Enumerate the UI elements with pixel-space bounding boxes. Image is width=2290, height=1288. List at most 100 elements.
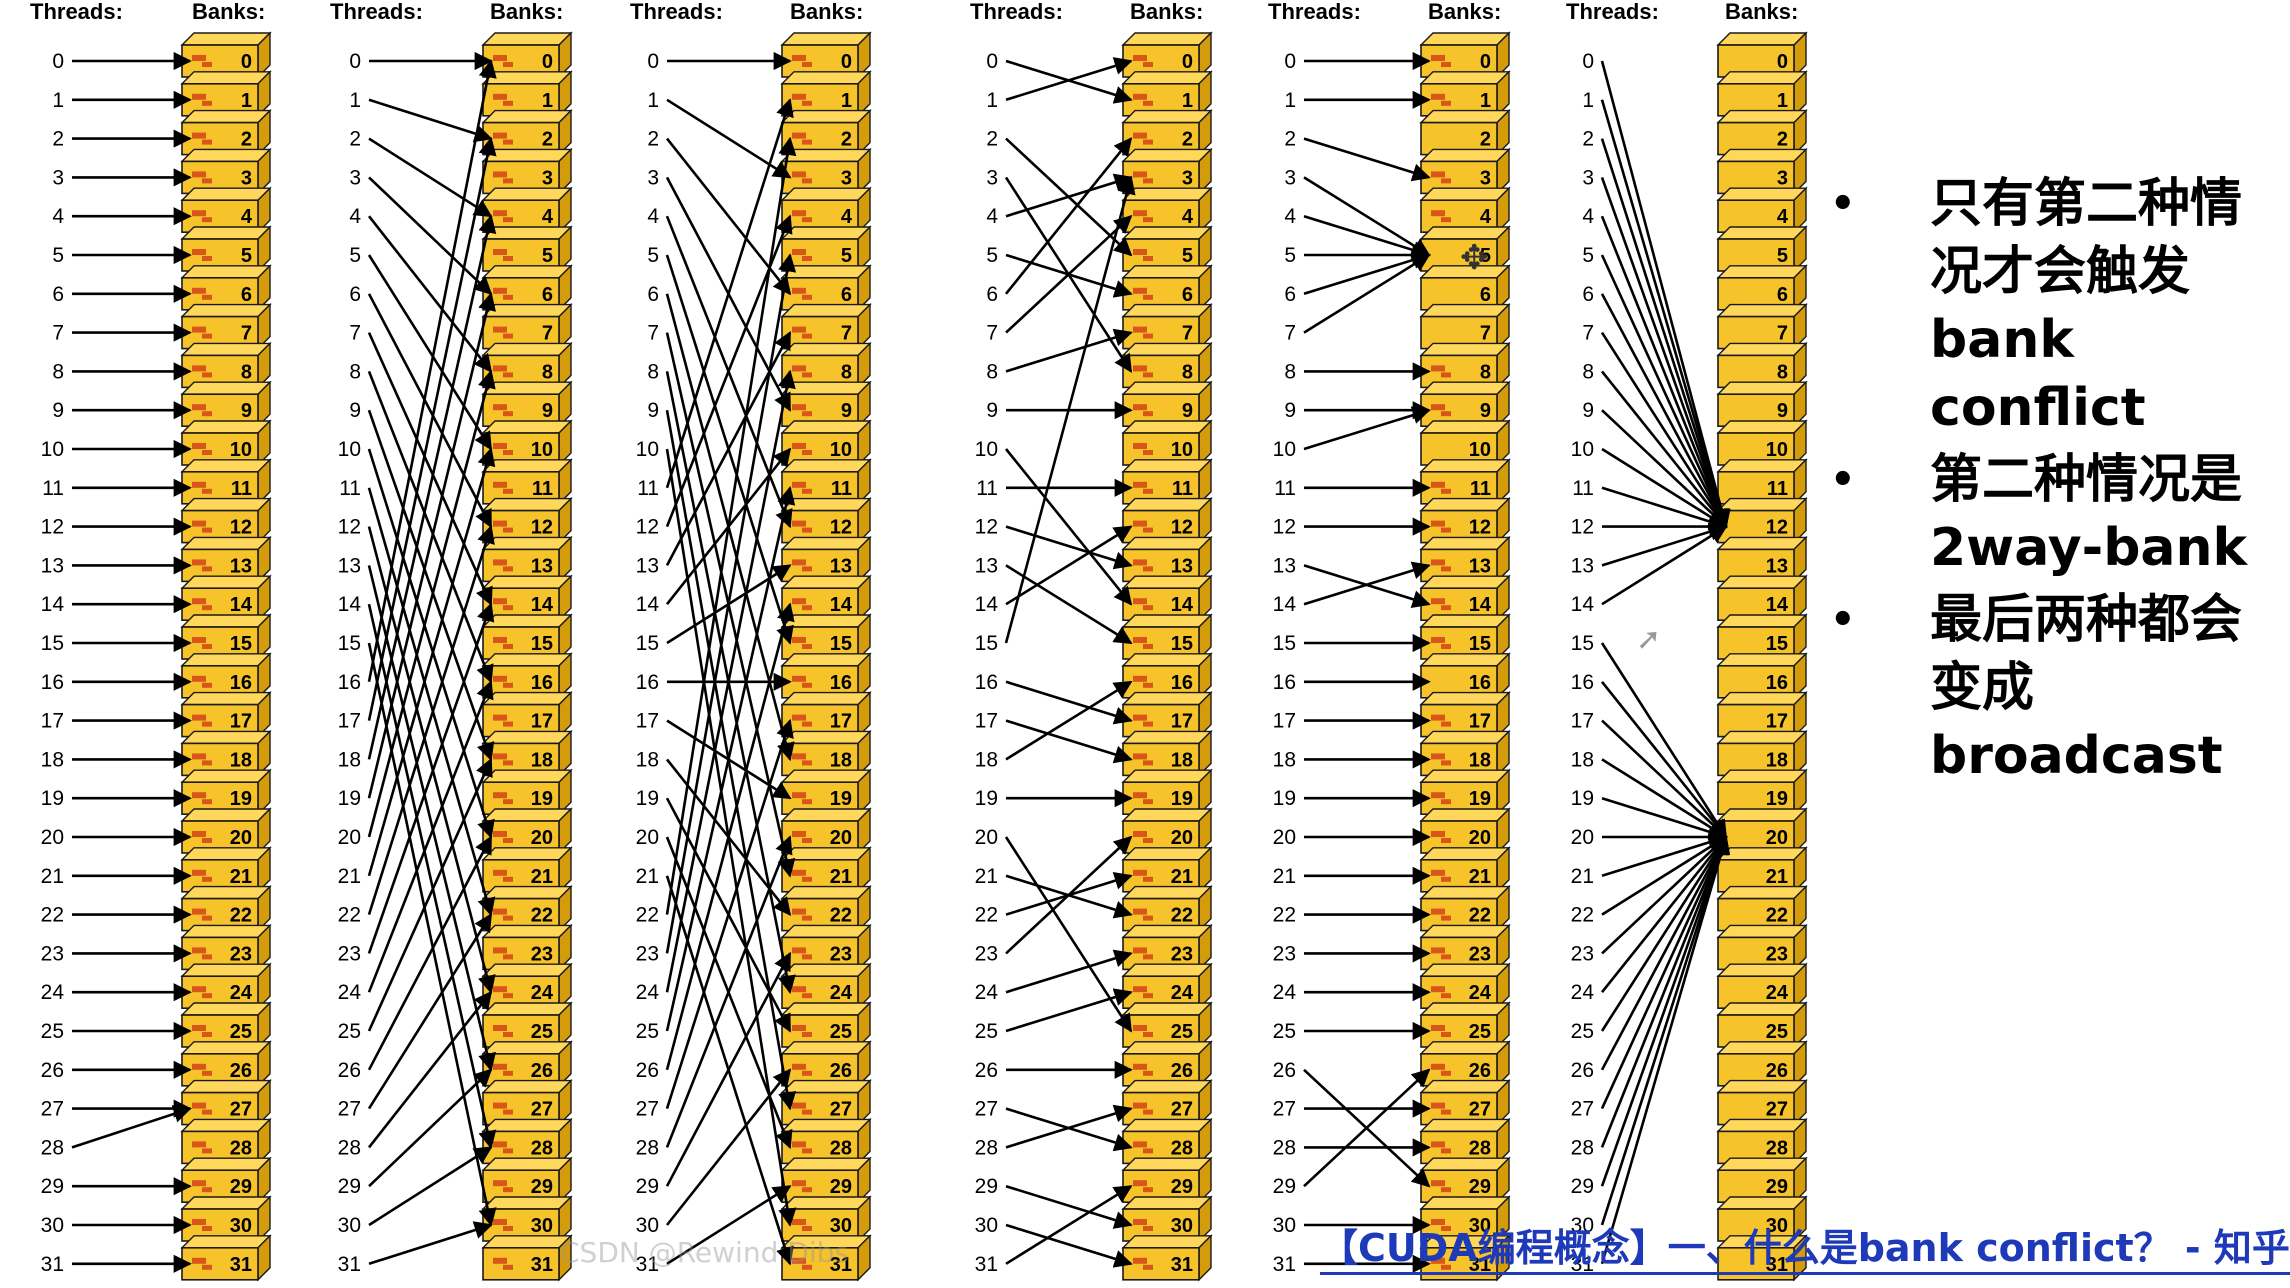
bank-column: 0123456789101112131415161718192021222324… [780,31,872,1282]
bank-cell: 12 [481,496,573,545]
bank-cell: 29 [1121,1156,1213,1204]
thread-number: 10 [975,438,998,461]
thread-number: 2 [1284,128,1296,151]
bank-number: 28 [830,1137,852,1159]
access-arrow [1600,835,1730,1187]
bank-number: 5 [841,245,852,267]
thread-number: 7 [1284,322,1296,345]
bank-number: 2 [241,129,252,151]
bank-cell: 28 [780,1117,872,1166]
thread-number: 4 [349,205,361,228]
access-arrow [367,603,497,1150]
thread-number: 31 [1571,1253,1594,1276]
bank-column: 0123456789101112131415161718192021222324… [180,31,272,1282]
bank-number: 5 [1480,245,1491,267]
bank-cell: 15 [1419,613,1511,661]
bank-cell: 22 [481,884,573,933]
bank-number: 22 [230,905,252,927]
thread-bank-links [367,51,497,1266]
bank-number: 16 [531,672,553,694]
thread-number: 18 [1273,748,1296,771]
bank-number: 31 [1766,1254,1788,1276]
access-arrow [1600,138,1730,529]
banks-header: Banks: [490,0,563,24]
access-arrow [1600,835,1730,1226]
bank-cell: 19 [1419,768,1511,816]
thread-number: 23 [338,942,361,965]
bank-number: 30 [230,1215,252,1237]
thread-number: 13 [41,554,64,577]
thread-number: 30 [41,1214,64,1237]
thread-number: 6 [349,283,361,306]
bank-number: 16 [830,672,852,694]
bank-number: 0 [241,51,252,73]
thread-number: 30 [1571,1214,1594,1237]
thread-number: 28 [975,1136,998,1159]
threads-header: Threads: [1268,0,1361,24]
thread-number: 3 [647,166,659,189]
bank-number: 10 [1469,439,1491,461]
access-arrow [1601,796,1728,841]
bank-number: 29 [230,1176,252,1198]
banks-header: Banks: [1428,0,1501,24]
bank-cell: 14 [1716,574,1808,622]
access-arrow [1601,835,1728,955]
access-arrow [1005,1184,1133,1229]
bank-number: 16 [1766,672,1788,694]
bank-cell: 3 [780,147,872,196]
bank-number: 31 [1469,1254,1491,1276]
thread-number: 31 [41,1253,64,1276]
thread-number: 16 [636,671,659,694]
thread-number: 5 [647,244,659,267]
bank-number: 9 [542,400,553,422]
bank-number: 22 [1766,905,1788,927]
bank-number: 6 [841,284,852,306]
bank-number: 14 [531,594,554,616]
bank-cell: 0 [481,31,573,79]
bank-number: 25 [1766,1021,1788,1043]
thread-number: 30 [636,1214,659,1237]
bank-number: 22 [1171,905,1193,927]
bank-cell: 3 [1419,147,1511,196]
bank-number: 5 [1182,245,1193,267]
bank-number: 20 [1766,827,1788,849]
access-arrow [1601,719,1728,839]
bank-cell: 21 [780,846,872,894]
thread-number: 17 [41,710,64,733]
thread-number: 6 [986,283,998,306]
bank-cell: 1 [1419,70,1511,118]
thread-number: 26 [338,1059,361,1082]
bank-cell: 31 [180,1234,272,1282]
bank-number: 12 [1171,517,1193,539]
bank-cell: 16 [1716,652,1808,700]
bank-cell: 11 [780,458,872,506]
access-arrow [1005,719,1133,764]
access-arrow [1601,525,1728,606]
thread-number: 0 [52,50,64,73]
bank-cell: 25 [1419,1001,1511,1049]
access-arrow [1303,253,1431,334]
bank-number: 16 [1171,672,1193,694]
bank-cell: 15 [780,613,872,661]
bank-cell: 12 [180,496,272,545]
bank-number: 16 [230,672,252,694]
access-arrow [367,448,495,839]
thread-number: 26 [41,1059,64,1082]
thread-number: 27 [41,1098,64,1121]
footer-link[interactable]: 【CUDA编程概念】一、什么是bank conflict？ - 知乎 [1320,1224,2290,1275]
thread-number: 2 [349,128,361,151]
bank-number: 1 [841,90,852,112]
access-arrow [367,524,495,915]
access-arrow [367,487,496,917]
bank-cell: 10 [481,419,573,467]
bank-number: 1 [1777,90,1788,112]
access-arrow [1005,525,1133,606]
access-arrow [1005,564,1133,645]
access-arrow [1600,680,1728,839]
thread-number: 23 [41,942,64,965]
bank-cell: 24 [1716,962,1808,1010]
thread-number: 16 [338,671,361,694]
bank-number: 12 [1766,517,1788,539]
thread-number: 29 [975,1175,998,1198]
bank-cell: 12 [1716,496,1808,545]
